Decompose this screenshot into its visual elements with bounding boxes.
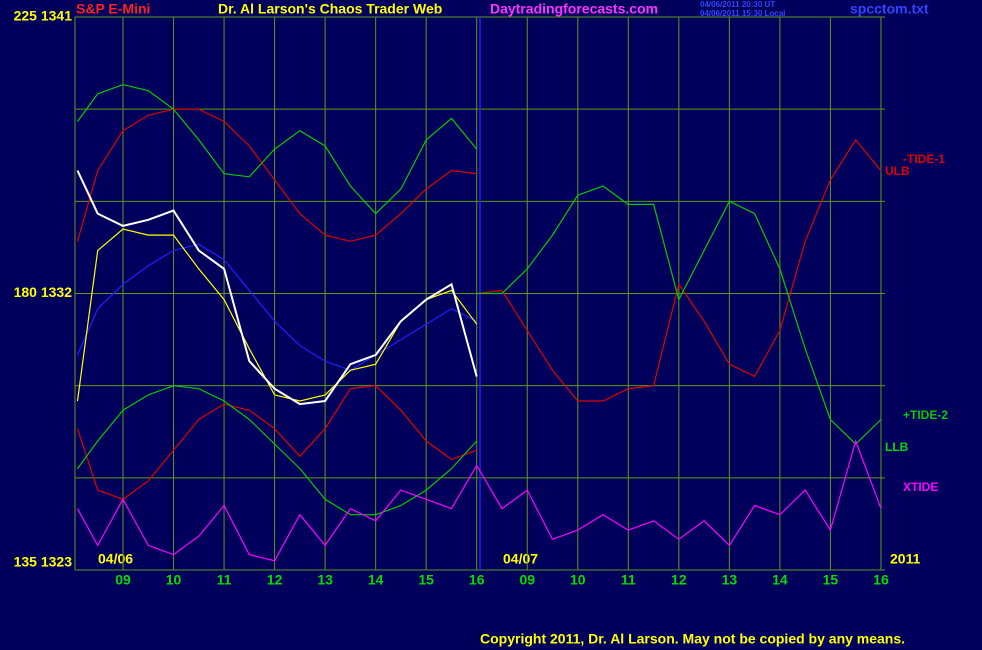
date-annotation: 2011 xyxy=(890,551,921,567)
series-line xyxy=(476,138,882,402)
date-annotation: 04/06 xyxy=(98,551,133,567)
x-tick-label: 15 xyxy=(823,572,839,588)
legend-label: XTIDE xyxy=(903,480,938,494)
series-line xyxy=(77,83,478,215)
timestamp: 04/06/2011 20:30 UT xyxy=(700,0,775,9)
x-tick-label: 09 xyxy=(115,572,131,588)
x-tick-label: 14 xyxy=(368,572,384,588)
legend-label: LLB xyxy=(885,440,909,454)
date-annotation: 04/07 xyxy=(503,551,538,567)
y-tick-label: 225 1341 xyxy=(14,8,73,24)
x-tick-label: 13 xyxy=(722,572,738,588)
series-line xyxy=(77,385,478,516)
x-tick-label: 13 xyxy=(317,572,333,588)
legend-label: ULB xyxy=(885,164,910,178)
series-line xyxy=(76,108,477,242)
series-line xyxy=(76,243,477,371)
x-tick-label: 16 xyxy=(873,572,889,588)
x-tick-label: 09 xyxy=(519,572,535,588)
file-name: spcctom.txt xyxy=(850,1,929,17)
copyright: Copyright 2011, Dr. Al Larson. May not b… xyxy=(480,631,905,647)
series-line xyxy=(76,385,477,500)
site: Daytradingforecasts.com xyxy=(490,1,658,17)
chart-title: Dr. Al Larson's Chaos Trader Web xyxy=(218,1,442,17)
series-line xyxy=(476,185,882,445)
symbol: S&P E-Mini xyxy=(76,1,150,17)
series-line xyxy=(76,439,882,562)
x-tick-label: 12 xyxy=(671,572,687,588)
x-tick-label: 12 xyxy=(267,572,283,588)
x-tick-label: 10 xyxy=(166,572,182,588)
y-tick-label: 135 1323 xyxy=(14,554,73,570)
series-line xyxy=(76,170,478,406)
x-tick-label: 10 xyxy=(570,572,586,588)
legend-label: +TIDE-2 xyxy=(903,408,948,422)
x-tick-label: 11 xyxy=(217,572,232,588)
x-tick-label: 15 xyxy=(418,572,434,588)
x-tick-label: 14 xyxy=(772,572,788,588)
x-tick-label: 11 xyxy=(621,572,636,588)
timestamp: 04/06/2011 15:30 Local xyxy=(700,9,785,18)
y-tick-label: 180 1332 xyxy=(14,284,73,300)
legend-label: -TIDE-1 xyxy=(903,152,945,166)
x-tick-label: 16 xyxy=(469,572,485,588)
